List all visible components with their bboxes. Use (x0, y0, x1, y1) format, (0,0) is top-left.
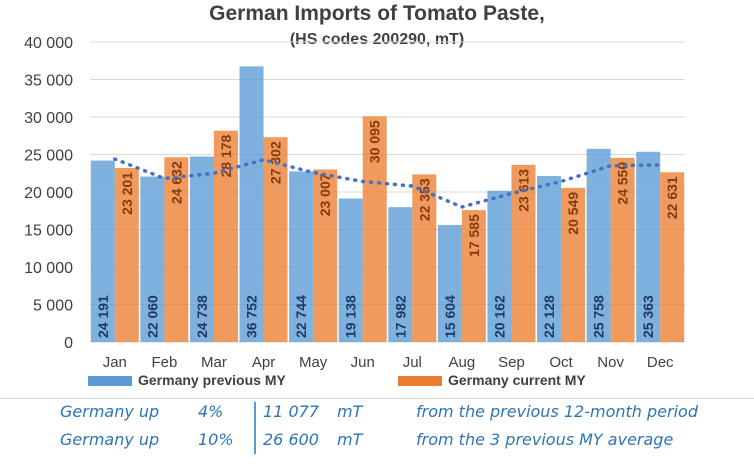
x-tick-label: Jul (403, 354, 422, 371)
y-tick-label: 35 000 (24, 73, 73, 90)
summary-amount: 11 077 (263, 402, 319, 421)
y-tick-label: 15 000 (24, 223, 73, 240)
bar-current-my (114, 167, 139, 342)
bar-previous-my (338, 198, 363, 342)
legend-label-previous: Germany previous MY (138, 372, 286, 388)
x-tick-label: May (299, 354, 328, 371)
chart-subtitle: (HS codes 200290, mT) (289, 31, 465, 48)
x-tick-label: Aug (449, 354, 476, 371)
x-tick-label: Feb (151, 354, 177, 371)
summary-description: from the previous 12-month period (416, 402, 698, 421)
data-label-previous-my: 25 363 (640, 295, 656, 338)
y-tick-label: 0 (64, 335, 73, 352)
x-tick-label: Sep (498, 354, 525, 371)
data-label-current-my: 20 549 (565, 192, 581, 235)
bar-current-my (263, 137, 288, 342)
bar-current-my (313, 169, 338, 342)
bar-previous-my (388, 207, 413, 342)
bar-previous-my (537, 176, 562, 342)
bar-current-my (213, 130, 238, 342)
bar-current-my (461, 210, 486, 342)
data-label-previous-my: 15 604 (442, 295, 458, 338)
bar-current-my (362, 116, 387, 342)
data-label-previous-my: 17 982 (392, 295, 408, 338)
y-tick-label: 30 000 (24, 110, 73, 127)
summary-divider (254, 402, 256, 454)
y-tick-label: 20 000 (24, 185, 73, 202)
data-label-current-my: 28 178 (218, 134, 234, 177)
data-label-current-my: 24 632 (168, 161, 184, 204)
bar-previous-my (487, 190, 512, 342)
x-tick-label: Jan (103, 354, 127, 371)
bar-previous-my (636, 151, 661, 342)
y-tick-label: 25 000 (24, 148, 73, 165)
data-label-previous-my: 36 752 (244, 295, 260, 338)
data-label-previous-my: 24 738 (194, 295, 210, 338)
x-tick-label: Mar (201, 354, 227, 371)
bar-previous-my (586, 148, 611, 342)
bar-current-my (164, 157, 189, 342)
data-label-current-my: 23 201 (119, 172, 135, 215)
trendline (113, 157, 662, 209)
x-tick-label: Nov (597, 354, 624, 371)
x-tick-label: Dec (647, 354, 674, 371)
summary-footer (0, 398, 754, 475)
data-label-current-my: 22 631 (664, 176, 680, 219)
bar-current-my (511, 164, 536, 342)
bar-previous-my (189, 156, 214, 342)
summary-unit: mT (337, 402, 363, 421)
legend-label-current: Germany current MY (448, 372, 586, 388)
legend-item-previous: Germany previous MY (88, 372, 286, 392)
bar-previous-my (289, 171, 314, 342)
data-label-previous-my: 22 744 (293, 295, 309, 338)
legend-item-current: Germany current MY (398, 372, 586, 392)
summary-amount: 26 600 (263, 430, 319, 449)
data-label-previous-my: 22 060 (144, 295, 160, 338)
summary-percent: 10% (198, 430, 234, 449)
x-tick-label: Jun (351, 354, 375, 371)
bar-chart: 0 5 000 10 000 15 000 20 000 25 000 30 000 35 0… (24, 35, 685, 371)
chart-title: German Imports of Tomato Paste, (209, 2, 545, 25)
data-label-previous-my: 24 191 (95, 295, 111, 338)
y-tick-label: 40 000 (24, 35, 73, 52)
data-label-previous-my: 19 138 (343, 295, 359, 338)
data-label-current-my: 22 353 (416, 178, 432, 221)
bar-current-my (610, 157, 635, 342)
summary-label: Germany up (60, 430, 160, 449)
summary-label: Germany up (60, 402, 160, 421)
data-label-previous-my: 22 128 (541, 295, 557, 338)
y-tick-label: 10 000 (24, 260, 73, 277)
bar-previous-my (437, 224, 462, 342)
data-label-current-my: 24 550 (615, 162, 631, 205)
x-tick-label: Apr (252, 354, 275, 371)
data-label-previous-my: 20 162 (491, 295, 507, 338)
bar-previous-my (140, 176, 165, 342)
data-label-previous-my: 25 758 (591, 295, 607, 338)
bar-current-my (561, 187, 586, 342)
summary-percent: 4% (198, 402, 224, 421)
data-label-current-my: 17 585 (466, 214, 482, 257)
bar-current-my (660, 172, 685, 342)
y-tick-label: 5 000 (33, 298, 73, 315)
summary-description: from the 3 previous MY average (416, 430, 674, 449)
bar-previous-my (239, 66, 264, 343)
legend-swatch-current (398, 376, 442, 387)
bar-previous-my (90, 160, 115, 342)
legend-swatch-previous (88, 376, 132, 387)
data-label-current-my: 23 007 (317, 173, 333, 216)
x-tick-label: Oct (549, 354, 573, 371)
summary-unit: mT (337, 430, 363, 449)
data-label-current-my: 30 095 (367, 120, 383, 163)
bar-current-my (412, 174, 437, 342)
